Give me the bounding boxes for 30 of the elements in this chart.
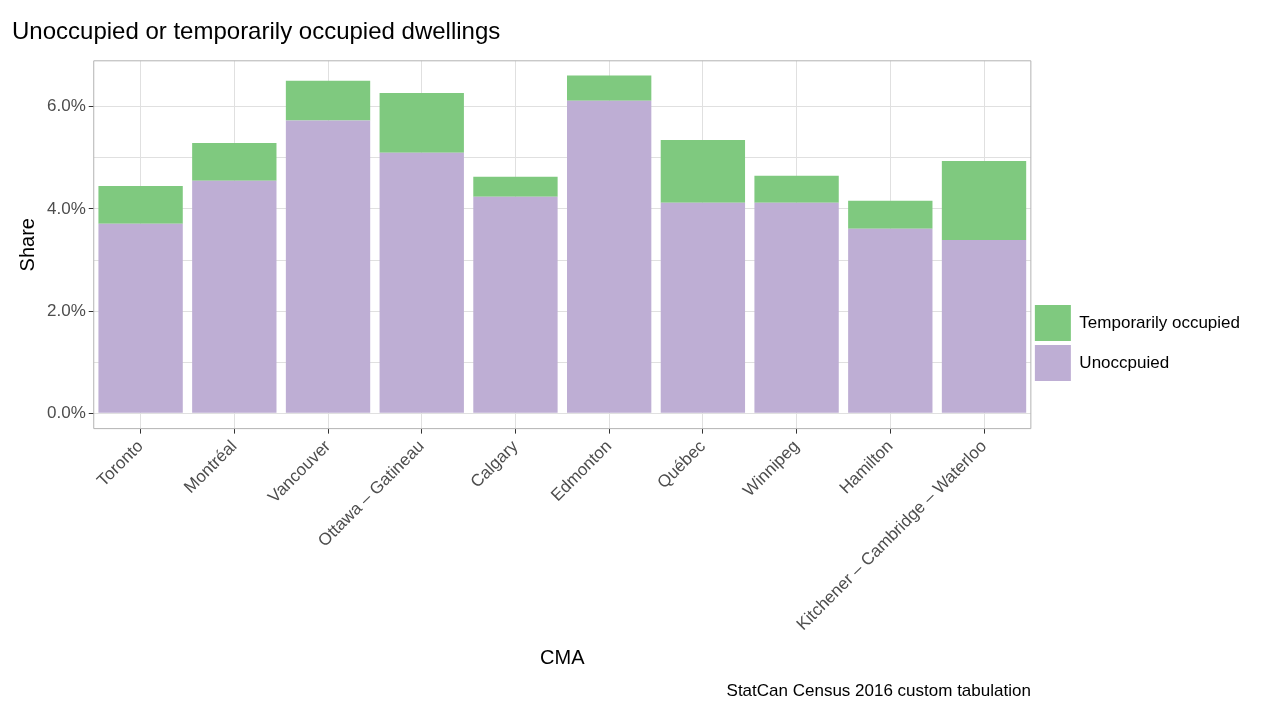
bar bbox=[473, 196, 558, 413]
bar bbox=[285, 80, 371, 121]
bar bbox=[754, 202, 839, 413]
bar bbox=[941, 160, 1027, 241]
bar bbox=[98, 185, 183, 224]
x-axis-title: CMA bbox=[540, 645, 586, 668]
bar bbox=[848, 200, 933, 229]
legend-label: Temporarily occupied bbox=[1079, 312, 1241, 332]
y-tick-label: 0.0% bbox=[47, 402, 86, 422]
bar bbox=[379, 92, 464, 153]
bar bbox=[941, 240, 1027, 413]
bar bbox=[848, 228, 933, 413]
y-tick-label: 2.0% bbox=[47, 300, 86, 320]
bar bbox=[285, 120, 371, 413]
y-tick-label: 4.0% bbox=[47, 198, 86, 218]
bar bbox=[192, 180, 277, 413]
legend-label: Unoccpuied bbox=[1079, 352, 1170, 372]
bar bbox=[192, 143, 277, 181]
y-tick-label: 6.0% bbox=[47, 96, 86, 116]
bar bbox=[567, 75, 652, 101]
bar bbox=[473, 176, 558, 197]
bar bbox=[98, 223, 183, 413]
bar bbox=[660, 139, 746, 203]
y-axis-title: Share bbox=[15, 218, 38, 272]
chart-title: Unoccupied or temporarily occupied dwellings bbox=[12, 17, 501, 45]
text: StatCan Census 2016 custom tabulation bbox=[726, 681, 1031, 701]
bar bbox=[660, 202, 746, 413]
bar bbox=[754, 175, 839, 203]
bar bbox=[379, 152, 464, 413]
bar bbox=[567, 100, 652, 413]
